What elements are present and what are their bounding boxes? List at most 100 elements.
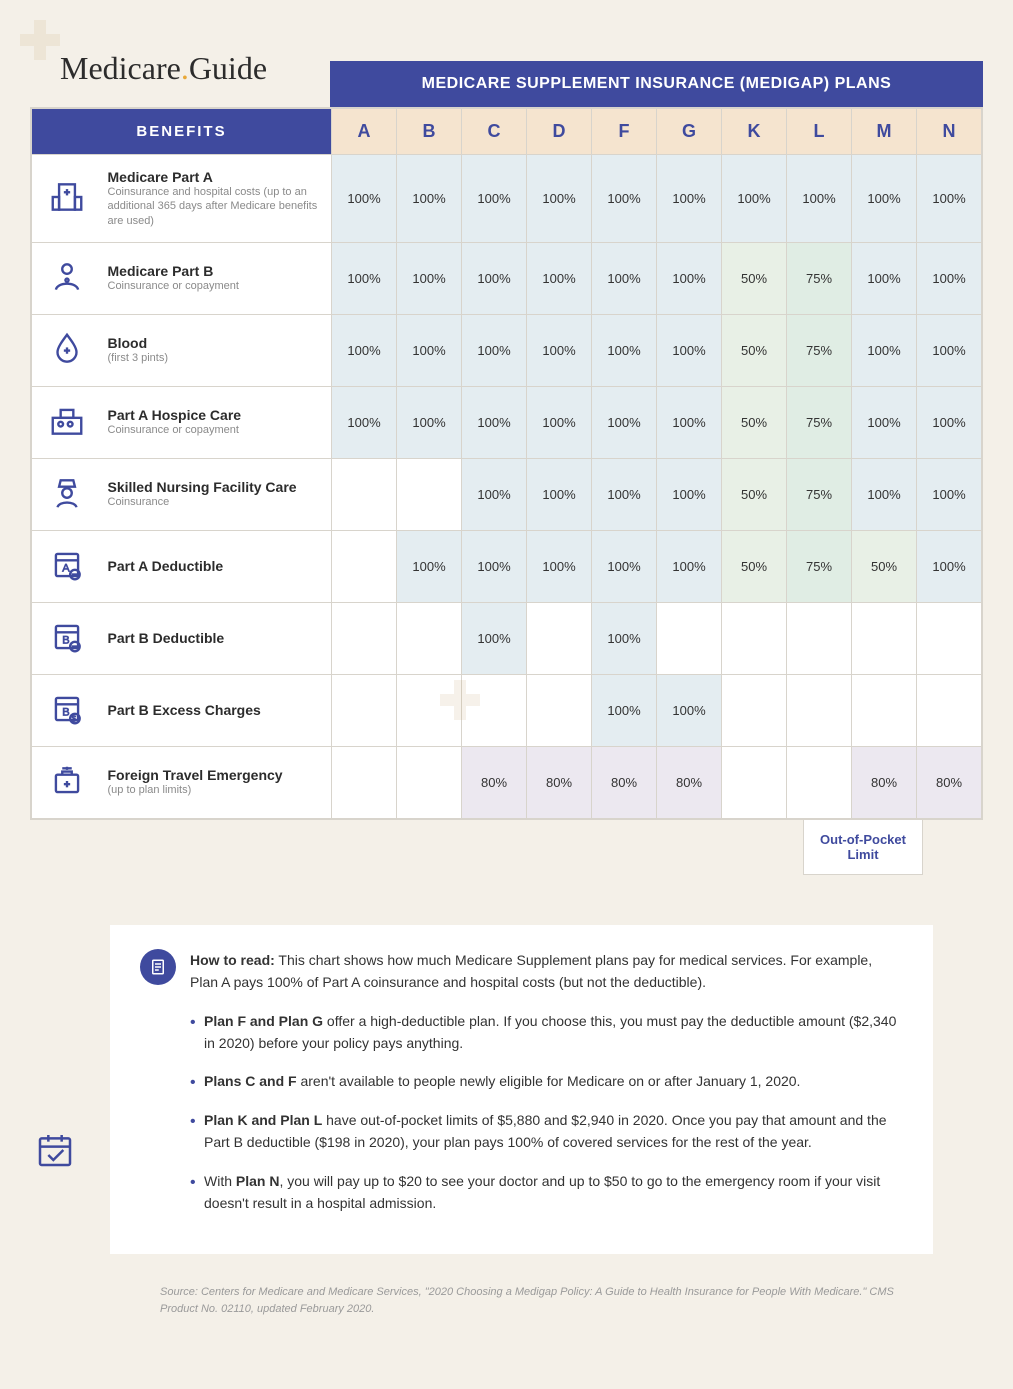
plan-value-cell: 100%: [917, 242, 982, 314]
plan-value-cell: [332, 530, 397, 602]
plan-value-cell: [917, 674, 982, 746]
plan-value-cell: 50%: [722, 242, 787, 314]
benefit-title: Part B Deductible: [108, 630, 322, 646]
table-row: BPart B Deductible100%100%: [32, 602, 982, 674]
table-row: Medicare Part ACoinsurance and hospital …: [32, 155, 982, 243]
plan-value-cell: 50%: [722, 530, 787, 602]
deductible-b-icon: B: [32, 602, 102, 674]
benefit-subtitle: Coinsurance: [108, 495, 322, 509]
plan-header-m: M: [852, 109, 917, 155]
plan-value-cell: 75%: [787, 386, 852, 458]
bullet-bold: Plan F and Plan G: [204, 1013, 323, 1029]
plan-value-cell: 100%: [787, 155, 852, 243]
benefit-cell: Part B Deductible: [102, 602, 332, 674]
plan-header-l: L: [787, 109, 852, 155]
plan-value-cell: [332, 458, 397, 530]
plan-value-cell: 100%: [332, 386, 397, 458]
plan-value-cell: 100%: [592, 530, 657, 602]
hospice-icon: [32, 386, 102, 458]
plan-value-cell: 100%: [917, 155, 982, 243]
bullet-pre: With: [204, 1173, 236, 1189]
plan-value-cell: [722, 746, 787, 818]
source-citation: Source: Centers for Medicare and Medicar…: [160, 1284, 933, 1317]
plan-header-k: K: [722, 109, 787, 155]
bullet-bold: Plan K and Plan L: [204, 1112, 322, 1128]
notes-bullet: Plans C and F aren't available to people…: [190, 1070, 903, 1092]
out-of-pocket-limit-label: Out-of-Pocket Limit: [803, 820, 923, 875]
plan-header-g: G: [657, 109, 722, 155]
logo-post: Guide: [189, 50, 267, 86]
table-row: Skilled Nursing Facility CareCoinsurance…: [32, 458, 982, 530]
bullet-text: , you will pay up to $20 to see your doc…: [204, 1173, 880, 1211]
notes-bullet: Plan F and Plan G offer a high-deductibl…: [190, 1010, 903, 1055]
benefit-cell: Foreign Travel Emergency(up to plan limi…: [102, 746, 332, 818]
plan-value-cell: 80%: [592, 746, 657, 818]
plan-value-cell: 100%: [592, 602, 657, 674]
plan-value-cell: 100%: [722, 155, 787, 243]
benefit-cell: Skilled Nursing Facility CareCoinsurance: [102, 458, 332, 530]
benefit-subtitle: Coinsurance or copayment: [108, 423, 322, 437]
benefit-cell: Part A Deductible: [102, 530, 332, 602]
benefit-title: Skilled Nursing Facility Care: [108, 479, 322, 495]
plan-value-cell: 100%: [592, 674, 657, 746]
calendar-check-icon: [35, 1130, 75, 1170]
plan-value-cell: 100%: [657, 386, 722, 458]
table-row: Part A Hospice CareCoinsurance or copaym…: [32, 386, 982, 458]
plan-value-cell: 100%: [852, 242, 917, 314]
svg-text:$: $: [72, 715, 77, 724]
plan-value-cell: 75%: [787, 530, 852, 602]
benefits-header: BENEFITS: [32, 109, 332, 155]
plan-value-cell: 100%: [527, 242, 592, 314]
svg-text:B: B: [62, 634, 69, 646]
benefit-cell: Medicare Part BCoinsurance or copayment: [102, 242, 332, 314]
document-icon: [140, 949, 176, 985]
benefit-title: Part A Deductible: [108, 558, 322, 574]
table-row: Foreign Travel Emergency(up to plan limi…: [32, 746, 982, 818]
plan-header-f: F: [592, 109, 657, 155]
plan-value-cell: 100%: [332, 155, 397, 243]
plan-header-c: C: [462, 109, 527, 155]
plan-value-cell: 100%: [917, 386, 982, 458]
benefit-cell: Blood(first 3 pints): [102, 314, 332, 386]
plan-value-cell: [787, 674, 852, 746]
plan-header-b: B: [397, 109, 462, 155]
bullet-bold: Plans C and F: [204, 1073, 297, 1089]
plan-value-cell: [722, 602, 787, 674]
hospital-icon: [32, 155, 102, 243]
plan-value-cell: 100%: [397, 314, 462, 386]
benefit-title: Part A Hospice Care: [108, 407, 322, 423]
plan-value-cell: 100%: [462, 155, 527, 243]
benefit-cell: Medicare Part ACoinsurance and hospital …: [102, 155, 332, 243]
header-row: Medicare.Guide MEDICARE SUPPLEMENT INSUR…: [30, 40, 983, 107]
plan-value-cell: 75%: [787, 314, 852, 386]
notes-header: How to read: This chart shows how much M…: [140, 949, 903, 994]
plan-value-cell: [332, 746, 397, 818]
plan-value-cell: 100%: [657, 458, 722, 530]
plan-value-cell: 80%: [852, 746, 917, 818]
plan-value-cell: [787, 746, 852, 818]
plan-value-cell: 100%: [332, 242, 397, 314]
plan-value-cell: 100%: [852, 386, 917, 458]
plan-value-cell: 75%: [787, 242, 852, 314]
benefit-cell: Part B Excess Charges: [102, 674, 332, 746]
plan-value-cell: 100%: [462, 530, 527, 602]
plan-header-d: D: [527, 109, 592, 155]
table-row: Blood(first 3 pints)100%100%100%100%100%…: [32, 314, 982, 386]
plan-header-n: N: [917, 109, 982, 155]
deductible-a-icon: A: [32, 530, 102, 602]
plan-value-cell: 100%: [852, 155, 917, 243]
plan-value-cell: [917, 602, 982, 674]
plan-value-cell: [527, 674, 592, 746]
plan-value-cell: 100%: [397, 530, 462, 602]
plan-value-cell: 100%: [462, 242, 527, 314]
benefit-title: Blood: [108, 335, 322, 351]
plan-value-cell: 100%: [462, 458, 527, 530]
plan-value-cell: 80%: [657, 746, 722, 818]
bullet-text: aren't available to people newly eligibl…: [297, 1073, 801, 1089]
benefit-subtitle: (first 3 pints): [108, 351, 322, 365]
plan-value-cell: 100%: [527, 386, 592, 458]
travel-icon: [32, 746, 102, 818]
plan-value-cell: [657, 602, 722, 674]
plan-value-cell: 50%: [722, 314, 787, 386]
table-row: B$Part B Excess Charges100%100%: [32, 674, 982, 746]
